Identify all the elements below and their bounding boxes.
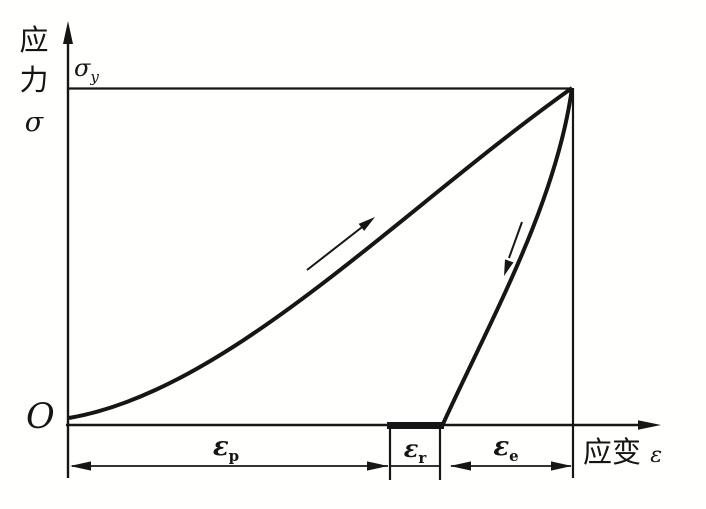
unloading-direction-arrowhead xyxy=(504,259,514,276)
unloading-curve xyxy=(441,87,574,425)
y-axis-title-cn: 应力 xyxy=(19,23,49,97)
elastic-strain-left-arrowhead xyxy=(450,461,471,471)
plastic-strain-sub: p xyxy=(228,447,240,466)
plastic-strain-base: ε xyxy=(212,432,229,462)
residual-strain-sub: r xyxy=(418,448,427,467)
elastic-strain-sub: e xyxy=(509,447,519,466)
x-axis-title-symbol: ε xyxy=(650,443,663,468)
loading-curve xyxy=(68,86,574,420)
residual-strain-base: ε xyxy=(403,434,419,463)
x-axis-title: 应变 ε xyxy=(583,438,662,467)
elastic-strain-base: ε xyxy=(493,432,510,462)
y-axis-arrowhead xyxy=(63,21,73,44)
yield-stress-label: σy xyxy=(74,56,99,85)
yield-stress-sub: y xyxy=(90,67,99,86)
unloading-direction-arrow-shaft xyxy=(508,221,523,259)
plastic-strain-right-arrowhead xyxy=(367,461,388,471)
origin-label: O xyxy=(26,397,55,437)
y-axis-title-symbol: σ xyxy=(24,107,44,138)
residual-strain-label: εr xyxy=(392,434,438,467)
loading-direction-arrowhead xyxy=(358,217,375,231)
yield-stress-base: σ xyxy=(74,54,91,82)
elastic-strain-right-arrowhead xyxy=(551,461,572,471)
loading-direction-arrow-shaft xyxy=(306,223,367,271)
plastic-strain-left-arrowhead xyxy=(70,461,91,471)
y-axis-title: 应力 σ xyxy=(15,20,53,136)
elastic-strain-label: εe xyxy=(479,432,533,465)
x-axis-arrowhead xyxy=(638,420,661,430)
plastic-strain-label: εp xyxy=(196,432,256,465)
x-axis-title-cn: 应变 xyxy=(583,435,642,469)
